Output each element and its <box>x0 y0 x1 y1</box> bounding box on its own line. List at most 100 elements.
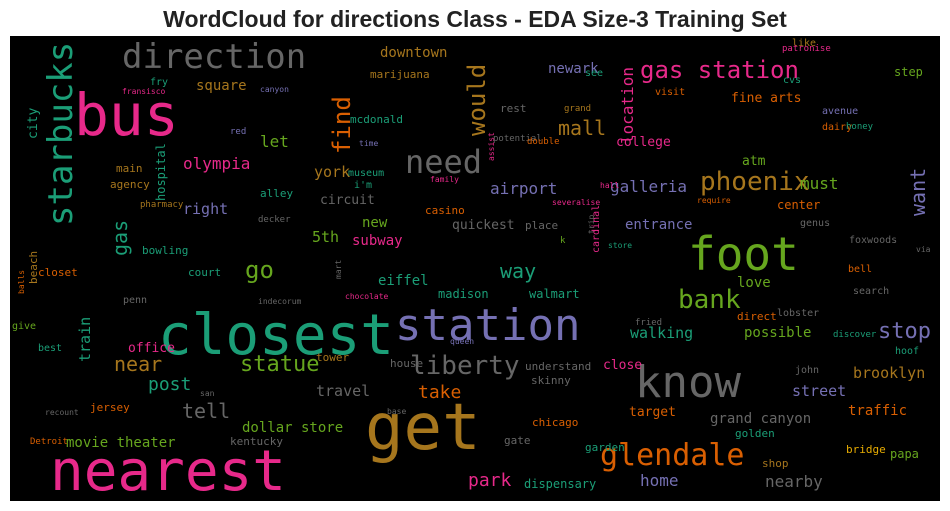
word-give: give <box>12 322 36 332</box>
word-would: would <box>465 64 489 136</box>
word-bowling: bowling <box>142 245 188 256</box>
word-statue: statue <box>240 354 319 376</box>
word-want: want <box>908 168 928 216</box>
word-cardinal: cardinal <box>592 205 602 253</box>
word-garden: garden <box>585 442 625 453</box>
word-fransisco: fransisco <box>122 88 165 96</box>
word-park: park <box>468 472 511 490</box>
word-house: house <box>390 358 423 369</box>
word-family: family <box>430 176 459 184</box>
word-close: close <box>603 359 642 372</box>
word-require: require <box>697 197 731 205</box>
word-agency: agency <box>110 179 150 190</box>
word-get: get <box>365 396 481 460</box>
word-genus: genus <box>800 219 830 229</box>
word-know: know <box>635 361 741 405</box>
word-location: location <box>620 67 636 144</box>
word-chocolate: chocolate <box>345 293 388 301</box>
word-direction: direction <box>122 40 306 74</box>
word-alley: alley <box>260 188 293 199</box>
word-galleria: galleria <box>610 179 687 195</box>
word-airport: airport <box>490 181 557 197</box>
word-city: city <box>27 108 40 139</box>
word-store: store <box>608 242 632 250</box>
word-fried: fried <box>635 319 662 328</box>
word-foxwoods: foxwoods <box>849 236 897 246</box>
word-court: court <box>188 267 221 278</box>
word-college: college <box>616 136 671 149</box>
word-skinny: skinny <box>531 375 571 386</box>
word-k: k <box>560 237 565 246</box>
word-detroit: Detroit <box>30 438 68 447</box>
word-beach: beach <box>28 251 39 284</box>
word-papa: papa <box>890 448 919 460</box>
word-dollar-store: dollar store <box>242 421 343 435</box>
word-gate: gate <box>504 435 531 446</box>
word-foot: foot <box>688 231 799 277</box>
word-travel: travel <box>316 384 370 399</box>
word-see: see <box>585 69 603 79</box>
word-walking: walking <box>630 326 693 341</box>
word-subway: subway <box>352 234 403 248</box>
word-recount: recount <box>45 409 79 417</box>
word-love: love <box>737 276 771 290</box>
word-red: red <box>230 128 246 137</box>
word-patronise: patronise <box>782 45 831 54</box>
word-search: search <box>853 287 889 297</box>
word-grand-canyon: grand canyon <box>710 412 811 426</box>
word-base: base <box>387 408 406 416</box>
word-cloud: closest nearest get bus station know foot direc… <box>10 36 940 501</box>
word-bell: bell <box>848 265 872 275</box>
word-pharmacy: pharmacy <box>140 201 183 210</box>
word-rest: rest <box>500 103 527 114</box>
word-place: place <box>525 220 558 231</box>
word-bank: bank <box>678 287 741 313</box>
word-avenue: avenue <box>822 107 858 117</box>
word-san: san <box>200 390 214 398</box>
word-street: street <box>792 384 846 399</box>
word-jersey: jersey <box>90 402 130 413</box>
word-eiffel: eiffel <box>378 274 429 288</box>
word-assist: assist <box>488 132 496 161</box>
word-nearby: nearby <box>765 474 823 490</box>
word-cvs: cvs <box>783 76 801 86</box>
word-downtown: downtown <box>380 46 447 60</box>
word-new: new <box>362 216 387 230</box>
word-center: center <box>777 199 820 211</box>
word-marijuana: marijuana <box>370 69 430 80</box>
word-hall: hall <box>600 182 619 190</box>
word-liberty: liberty <box>410 353 520 379</box>
word-traffic: traffic <box>848 404 907 418</box>
word-atm: atm <box>742 155 765 168</box>
word-phoenix: phoenix <box>700 169 810 195</box>
word-via: via <box>916 246 930 254</box>
word-step: step <box>894 66 923 78</box>
word-closet: closet <box>38 267 78 278</box>
word-lobster: lobster <box>777 309 819 319</box>
word-nearest: nearest <box>50 444 286 500</box>
word-mall: mall <box>558 118 606 138</box>
word-let: let <box>260 134 289 150</box>
word-shop: shop <box>762 458 789 469</box>
word-dispensary: dispensary <box>524 478 596 490</box>
word-grand: grand <box>564 105 591 114</box>
word-way: way <box>500 261 536 281</box>
word-indecorum: indecorum <box>258 298 301 306</box>
word-post: post <box>148 376 191 394</box>
word-decker: decker <box>258 216 291 225</box>
word-home: home <box>640 473 679 489</box>
word-gas-station: gas station <box>640 58 799 82</box>
word-main: main <box>116 163 143 174</box>
word-need: need <box>405 146 482 178</box>
word-chicago: chicago <box>532 417 578 428</box>
word-movie-theater: movie theater <box>66 436 176 450</box>
word-near: near <box>114 354 162 374</box>
word-must: must <box>800 176 839 192</box>
word-bridge: bridge <box>846 444 886 455</box>
word-train: train <box>78 317 93 362</box>
word-go: go <box>245 258 274 282</box>
word-tower: tower <box>316 352 349 363</box>
word-entrance: entrance <box>625 218 692 232</box>
word-golden: golden <box>735 428 775 439</box>
word-hospital: hospital <box>155 143 167 201</box>
